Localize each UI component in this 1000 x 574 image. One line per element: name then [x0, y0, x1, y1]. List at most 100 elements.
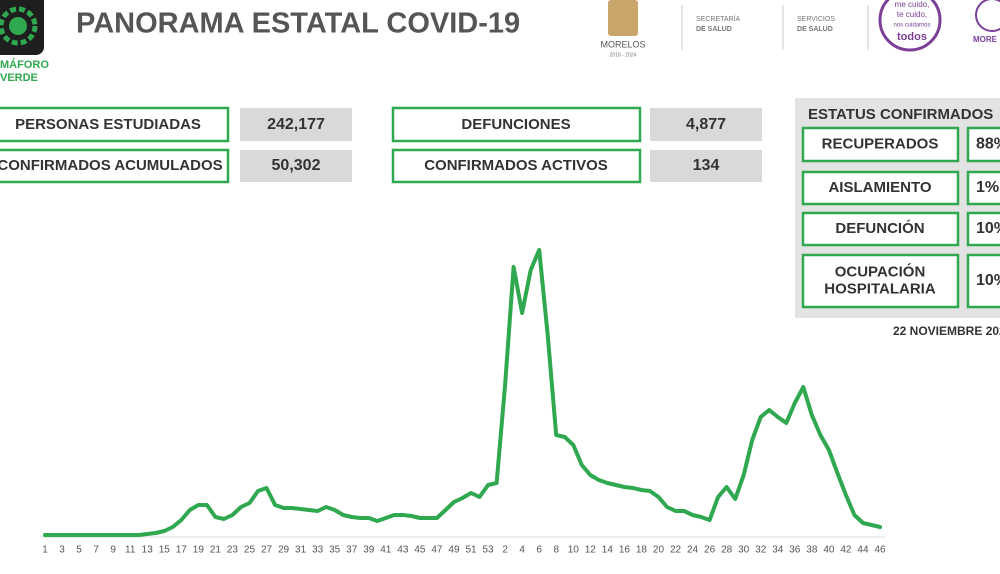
- x-tick-label: 43: [397, 545, 409, 556]
- stat: CONFIRMADOS ACTIVOS 134: [391, 148, 762, 184]
- x-tick-label: 10: [568, 545, 580, 556]
- stat-value-box: [650, 108, 762, 141]
- status-value-box: [966, 211, 1000, 247]
- logo-text: SERVICIOS: [797, 16, 835, 23]
- x-tick-label: 24: [687, 545, 699, 556]
- x-tick-label: 3: [59, 545, 65, 556]
- x-tick-label: 23: [227, 545, 239, 556]
- x-tick-label: 40: [823, 545, 835, 556]
- status-value: 88%: [976, 136, 1000, 153]
- stat-label: PERSONAS ESTUDIADAS: [15, 116, 201, 133]
- stat: CONFIRMADOS ACUMULADOS 50,302: [0, 148, 352, 184]
- stat-value: 242,177: [267, 116, 325, 133]
- status-value: 10%: [976, 220, 1000, 237]
- x-tick-label: 34: [772, 545, 784, 556]
- stat-label-box: [0, 106, 230, 143]
- x-tick-label: 20: [653, 545, 665, 556]
- stat: PERSONAS ESTUDIADAS 242,177: [0, 106, 352, 143]
- logo-text: MORELOS: [600, 39, 645, 49]
- x-tick-label: 14: [602, 545, 614, 556]
- logo-text: 2018 - 2024: [610, 52, 637, 58]
- x-tick-label: 42: [840, 545, 852, 556]
- x-tick-label: 28: [721, 545, 733, 556]
- stat-value-box: [650, 150, 762, 182]
- x-tick-label: 18: [636, 545, 648, 556]
- stat-label: DEFUNCIONES: [461, 116, 570, 133]
- x-tick-label: 13: [142, 545, 154, 556]
- stat-label-box: [391, 148, 642, 184]
- stat-value-box: [240, 150, 352, 182]
- x-tick-label: 51: [465, 545, 477, 556]
- x-tick-label: 46: [874, 545, 886, 556]
- x-tick-label: 44: [857, 545, 869, 556]
- logo-text: DE SALUD: [696, 26, 732, 33]
- status-value-box: [966, 253, 1000, 309]
- x-tick-label: 45: [414, 545, 426, 556]
- x-tick-label: 49: [448, 545, 460, 556]
- status-value-box: [966, 170, 1000, 206]
- semaforo-center: [9, 17, 27, 35]
- status-value: 10%: [976, 272, 1000, 289]
- x-tick-label: 30: [738, 545, 750, 556]
- x-tick-label: 26: [704, 545, 716, 556]
- x-tick-label: 32: [755, 545, 767, 556]
- x-tick-label: 47: [431, 545, 443, 556]
- status-label-box: [801, 170, 960, 206]
- x-tick-label: 31: [295, 545, 307, 556]
- logo-text: todos: [897, 31, 927, 43]
- x-tick-label: 41: [380, 545, 392, 556]
- status-label-box: [801, 126, 960, 163]
- x-tick-label: 36: [789, 545, 801, 556]
- x-tick-label: 7: [93, 545, 99, 556]
- status-label: RECUPERADOS: [822, 135, 939, 152]
- x-tick-label: 29: [278, 545, 290, 556]
- morelos-emblem: [608, 0, 638, 36]
- logo-text: me cuido,: [895, 0, 930, 9]
- logo-text: nos cuidamos: [893, 23, 930, 29]
- x-tick-label: 15: [159, 545, 171, 556]
- stat-value-box: [240, 108, 352, 141]
- stat-label-box: [0, 148, 230, 184]
- x-tick-label: 11: [125, 545, 136, 556]
- x-tick-label: 1: [42, 545, 48, 556]
- status-rows: RECUPERADOS 88% AISLAMIENTO 1% DEFUNCIÓN 10% O…: [801, 126, 1000, 309]
- semaforo-text: VERDE: [0, 72, 38, 84]
- stat-label: CONFIRMADOS ACUMULADOS: [0, 157, 223, 174]
- status-label-box: [801, 211, 960, 247]
- logo-text: DE SALUD: [797, 26, 833, 33]
- status-title: ESTATUS CONFIRMADOS: [808, 106, 993, 123]
- chart: 1 3 5 7 9 11 13 15 17 19 21 23 25 27 29 31 33 35 37 39 41 43 4…: [42, 248, 886, 556]
- x-tick-label: 22: [670, 545, 682, 556]
- x-tick-label: 27: [261, 545, 273, 556]
- x-tick-label: 12: [585, 545, 597, 556]
- x-tick-label: 37: [346, 545, 358, 556]
- semaforo-light: [0, 6, 38, 46]
- status-label-box: [801, 253, 960, 309]
- line-series: [43, 248, 882, 537]
- status-label: HOSPITALARIA: [824, 280, 936, 297]
- x-tick-label: 5: [76, 545, 82, 556]
- status-label: AISLAMIENTO: [828, 179, 931, 196]
- stat-label-box: [391, 106, 642, 143]
- x-tick-label: 35: [329, 545, 341, 556]
- logo-text: MORE: [973, 35, 998, 44]
- stat-label: CONFIRMADOS ACTIVOS: [424, 157, 608, 174]
- status-label: OCUPACIÓN: [835, 262, 926, 280]
- status-date: 22 NOVIEMBRE 2021: [893, 324, 1000, 338]
- status-value: 1%: [976, 179, 999, 196]
- logo-text: SECRETARÍA: [696, 14, 741, 23]
- semaforo-text: MÁFORO: [0, 58, 49, 71]
- stat: DEFUNCIONES 4,877: [391, 106, 762, 143]
- status-value-box: [966, 126, 1000, 163]
- slogan-ring: [878, 0, 942, 52]
- x-tick-label: 39: [363, 545, 375, 556]
- stat-value: 50,302: [272, 157, 321, 174]
- page-title: PANORAMA ESTATAL COVID-19: [76, 8, 520, 40]
- x-tick-label: 2: [502, 545, 508, 556]
- x-tick-label: 25: [244, 545, 256, 556]
- morelos-right-ring: [975, 0, 1000, 32]
- x-tick-label: 19: [193, 545, 205, 556]
- status-label: DEFUNCIÓN: [835, 219, 924, 237]
